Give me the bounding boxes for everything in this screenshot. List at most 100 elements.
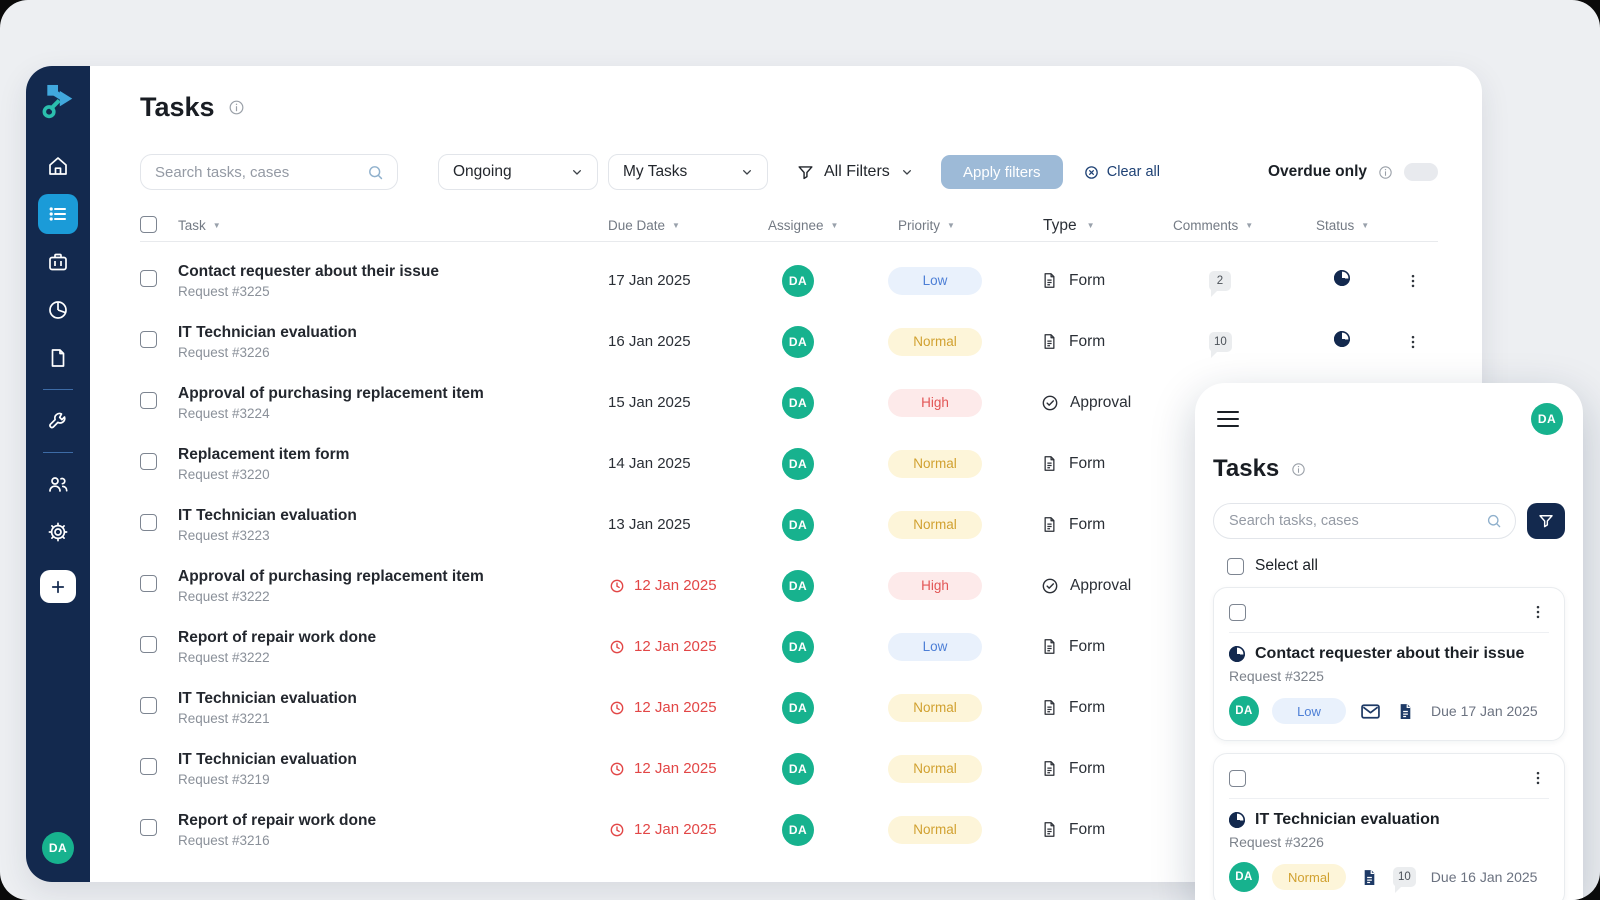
sidebar-item-users[interactable] xyxy=(38,460,78,508)
all-filters-button[interactable]: All Filters xyxy=(796,163,915,182)
assignee-avatar[interactable]: DA xyxy=(1229,862,1259,892)
row-checkbox[interactable] xyxy=(140,635,157,653)
user-avatar[interactable]: DA xyxy=(42,832,74,864)
priority-badge: High xyxy=(888,388,982,417)
brand-logo-icon[interactable] xyxy=(39,82,77,120)
kebab-menu-icon[interactable] xyxy=(1402,270,1424,292)
form-document-icon xyxy=(1040,637,1059,656)
row-checkbox[interactable] xyxy=(140,574,157,592)
assignee-avatar[interactable]: DA xyxy=(782,691,814,724)
task-title[interactable]: IT Technician evaluation xyxy=(178,689,357,707)
sidebar-item-reports[interactable] xyxy=(38,286,78,334)
column-header-assignee[interactable]: Assignee ▼ xyxy=(768,218,839,233)
kebab-menu-icon[interactable] xyxy=(1402,331,1424,353)
overdue-clock-icon xyxy=(608,821,626,839)
comments-count-badge[interactable]: 10 xyxy=(1209,331,1232,358)
form-document-icon xyxy=(1040,454,1059,473)
column-header-task[interactable]: Task ▼ xyxy=(178,218,221,233)
table-row: Approval of purchasing replacement item … xyxy=(140,372,1438,433)
task-title[interactable]: IT Technician evaluation xyxy=(178,506,357,524)
row-checkbox[interactable] xyxy=(140,330,157,348)
scope-dropdown-value: My Tasks xyxy=(623,163,688,180)
comments-count-badge[interactable]: 2 xyxy=(1209,270,1231,297)
assignee-avatar[interactable]: DA xyxy=(782,386,814,419)
task-title[interactable]: Report of repair work done xyxy=(178,811,377,829)
task-request-id: Request #3226 xyxy=(1229,834,1324,850)
task-title[interactable]: Report of repair work done xyxy=(178,628,377,646)
assignee-avatar[interactable]: DA xyxy=(782,630,814,663)
assignee-avatar[interactable]: DA xyxy=(782,569,814,602)
sidebar-item-home[interactable] xyxy=(38,142,78,190)
due-date: 12 Jan 2025 xyxy=(608,760,758,778)
task-title[interactable]: Approval of purchasing replacement item xyxy=(178,567,484,585)
task-title[interactable]: IT Technician evaluation xyxy=(1255,811,1440,828)
search-box xyxy=(1213,503,1516,539)
card-checkbox[interactable] xyxy=(1229,769,1246,787)
task-title[interactable]: Contact requester about their issue xyxy=(1255,645,1525,662)
row-checkbox[interactable] xyxy=(140,818,157,836)
add-button[interactable] xyxy=(40,570,76,603)
select-all-checkbox[interactable] xyxy=(140,215,157,233)
status-progress-icon[interactable] xyxy=(1334,331,1350,347)
row-checkbox[interactable] xyxy=(140,391,157,409)
assignee-avatar[interactable]: DA xyxy=(782,752,814,785)
task-title[interactable]: Contact requester about their issue xyxy=(178,262,439,280)
sidebar-item-cases[interactable] xyxy=(38,238,78,286)
select-all-checkbox[interactable] xyxy=(1227,557,1244,575)
info-icon[interactable] xyxy=(227,98,246,117)
task-title[interactable]: Replacement item form xyxy=(178,445,350,463)
sidebar-item-documents[interactable] xyxy=(38,334,78,382)
row-checkbox[interactable] xyxy=(140,513,157,531)
priority-badge: Normal xyxy=(888,327,982,356)
card-checkbox[interactable] xyxy=(1229,603,1246,621)
search-input[interactable] xyxy=(155,163,366,181)
status-progress-icon[interactable] xyxy=(1334,270,1350,286)
info-icon[interactable] xyxy=(1377,164,1394,181)
sidebar-item-admin-tools[interactable] xyxy=(38,397,78,445)
assignee-avatar[interactable]: DA xyxy=(782,264,814,297)
hamburger-menu-icon[interactable] xyxy=(1215,407,1241,432)
kebab-menu-icon[interactable] xyxy=(1527,601,1549,623)
sidebar-divider xyxy=(43,452,73,453)
task-title[interactable]: Approval of purchasing replacement item xyxy=(178,384,484,402)
sidebar-item-settings[interactable] xyxy=(38,508,78,556)
assignee-avatar[interactable]: DA xyxy=(1229,696,1259,726)
assignee-avatar[interactable]: DA xyxy=(782,508,814,541)
row-checkbox[interactable] xyxy=(140,452,157,470)
chevron-down-icon xyxy=(739,164,755,180)
filter-bar: Ongoing My Tasks All Filters xyxy=(140,154,1438,190)
assignee-avatar[interactable]: DA xyxy=(782,447,814,480)
assignee-avatar[interactable]: DA xyxy=(782,813,814,846)
column-header-due-date[interactable]: Due Date ▼ xyxy=(608,218,680,233)
mail-icon[interactable] xyxy=(1359,700,1382,723)
info-icon[interactable] xyxy=(1290,461,1307,478)
overdue-only-toggle[interactable] xyxy=(1404,163,1438,181)
apply-filters-button[interactable]: Apply filters xyxy=(940,155,1063,189)
row-checkbox[interactable] xyxy=(140,269,157,287)
scope-dropdown[interactable]: My Tasks xyxy=(608,154,768,190)
filters-button[interactable] xyxy=(1527,503,1565,539)
column-header-priority[interactable]: Priority ▼ xyxy=(898,218,955,233)
row-checkbox[interactable] xyxy=(140,757,157,775)
form-document-icon[interactable] xyxy=(1359,867,1380,888)
task-request-id: Request #3219 xyxy=(178,771,270,787)
column-header-type[interactable]: Type ▼ xyxy=(1043,216,1095,234)
status-dropdown[interactable]: Ongoing xyxy=(438,154,598,190)
column-header-comments[interactable]: Comments ▼ xyxy=(1173,218,1254,233)
assignee-avatar[interactable]: DA xyxy=(782,325,814,358)
task-title[interactable]: IT Technician evaluation xyxy=(178,323,357,341)
column-header-status[interactable]: Status ▼ xyxy=(1316,218,1370,233)
clear-all-button[interactable]: Clear all xyxy=(1083,164,1160,181)
sidebar-item-tasks[interactable] xyxy=(38,194,78,234)
row-checkbox[interactable] xyxy=(140,696,157,714)
search-input[interactable] xyxy=(1229,513,1485,529)
task-title[interactable]: IT Technician evaluation xyxy=(178,750,357,768)
kebab-menu-icon[interactable] xyxy=(1527,767,1549,789)
user-avatar[interactable]: DA xyxy=(1531,403,1563,435)
panel-title: Tasks xyxy=(1213,455,1280,482)
comments-count-badge[interactable]: 10 xyxy=(1393,867,1416,893)
search-icon[interactable] xyxy=(366,163,385,182)
form-document-icon[interactable] xyxy=(1395,701,1416,722)
approval-check-icon xyxy=(1040,576,1060,596)
search-icon[interactable] xyxy=(1485,512,1503,530)
